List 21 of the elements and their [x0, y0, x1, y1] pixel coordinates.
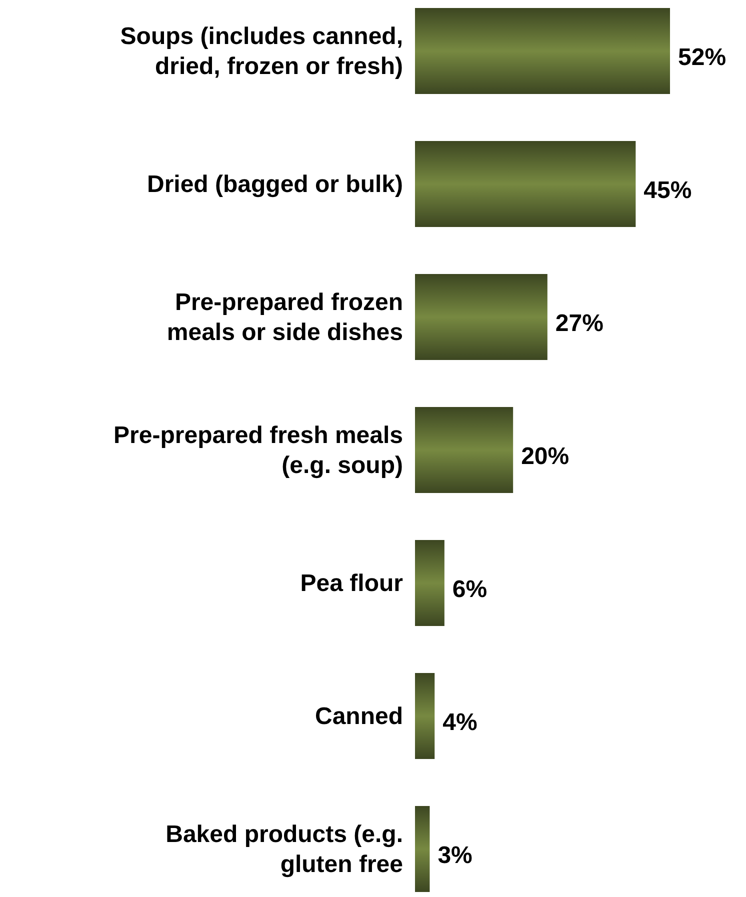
- data-label: 27%: [555, 310, 604, 337]
- y-tick-label: Baked products (e.g. gluten free: [166, 821, 403, 878]
- data-label: 52%: [678, 44, 726, 71]
- data-label: 3%: [438, 842, 472, 869]
- y-tick-label: Canned: [314, 703, 403, 730]
- data-label: 4%: [442, 709, 478, 736]
- bar: [415, 673, 435, 759]
- data-label: 6%: [452, 576, 488, 603]
- bar: [415, 274, 548, 360]
- data-label: 20%: [521, 443, 570, 470]
- bar: [415, 141, 636, 227]
- bar: [415, 407, 514, 493]
- y-tick-label: Soups (includes canned, dried, frozen or fresh): [120, 23, 403, 80]
- y-tick-label: Dried (bagged or bulk): [146, 171, 403, 198]
- bar: [415, 806, 430, 892]
- y-tick-label: Pea flour: [300, 570, 403, 597]
- data-label: 45%: [644, 177, 692, 204]
- bar: [415, 540, 444, 626]
- bar: [415, 8, 670, 94]
- y-tick-label: Pre-prepared fresh meals (e.g. soup): [114, 422, 403, 479]
- y-tick-label: Pre-prepared frozen meals or side dishes: [166, 289, 403, 346]
